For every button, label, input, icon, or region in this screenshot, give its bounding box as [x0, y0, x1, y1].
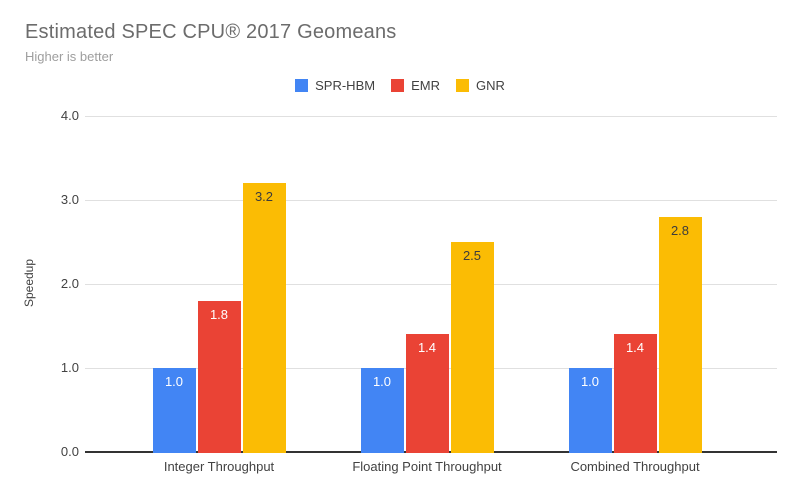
bar-gnr: 3.2 [242, 183, 286, 453]
bar-gnr: 2.8 [658, 217, 702, 453]
bar-group: 1.0 1.4 2.8 [568, 217, 702, 453]
gridline [85, 284, 777, 285]
bar-emr: 1.4 [405, 334, 449, 453]
bar-value-label: 1.4 [625, 340, 645, 355]
bar-spr-hbm: 1.0 [568, 368, 612, 453]
legend-label: GNR [475, 78, 505, 93]
bar-value-label: 1.0 [164, 374, 184, 389]
bar-value-label: 2.8 [670, 223, 690, 238]
legend-swatch-icon [455, 79, 469, 92]
bar-spr-hbm: 1.0 [360, 368, 404, 453]
bar-value-label: 1.0 [580, 374, 600, 389]
legend-item-emr: EMR [391, 78, 440, 93]
legend-swatch-icon [295, 79, 309, 92]
bar-emr: 1.4 [613, 334, 657, 453]
bar-value-label: 3.2 [254, 189, 274, 204]
bar-group: 1.0 1.4 2.5 [360, 242, 494, 453]
y-tick-label: 4.0 [60, 108, 79, 123]
bar-group: 1.0 1.8 3.2 [152, 183, 286, 453]
bar-spr-hbm: 1.0 [152, 368, 196, 453]
chart-subtitle: Higher is better [25, 49, 114, 64]
x-category-label: Combined Throughput [570, 459, 700, 474]
bar-value-label: 1.4 [417, 340, 437, 355]
gridline [85, 200, 777, 201]
bar-gnr: 2.5 [450, 242, 494, 453]
legend-item-spr-hbm: SPR-HBM [295, 78, 375, 93]
x-category-label: Integer Throughput [163, 459, 275, 474]
legend-item-gnr: GNR [455, 78, 505, 93]
legend-swatch-icon [391, 79, 405, 92]
legend-label: SPR-HBM [315, 78, 376, 93]
bar-value-label: 2.5 [462, 248, 482, 263]
chart-title: Estimated SPEC CPU® 2017 Geomeans [25, 21, 397, 43]
y-tick-label: 3.0 [60, 192, 79, 207]
bar-emr: 1.8 [197, 301, 241, 453]
bar-value-label: 1.0 [372, 374, 392, 389]
y-tick-label: 0.0 [60, 444, 79, 459]
legend-label: EMR [411, 78, 440, 93]
y-tick-label: 2.0 [60, 276, 79, 291]
gridline [85, 116, 777, 117]
x-category-label: Floating Point Throughput [352, 459, 502, 474]
y-axis-title: Speedup [22, 258, 36, 308]
y-tick-label: 1.0 [60, 360, 79, 375]
bar-value-label: 1.8 [209, 307, 229, 322]
legend: SPR-HBM EMR GNR [0, 78, 800, 93]
